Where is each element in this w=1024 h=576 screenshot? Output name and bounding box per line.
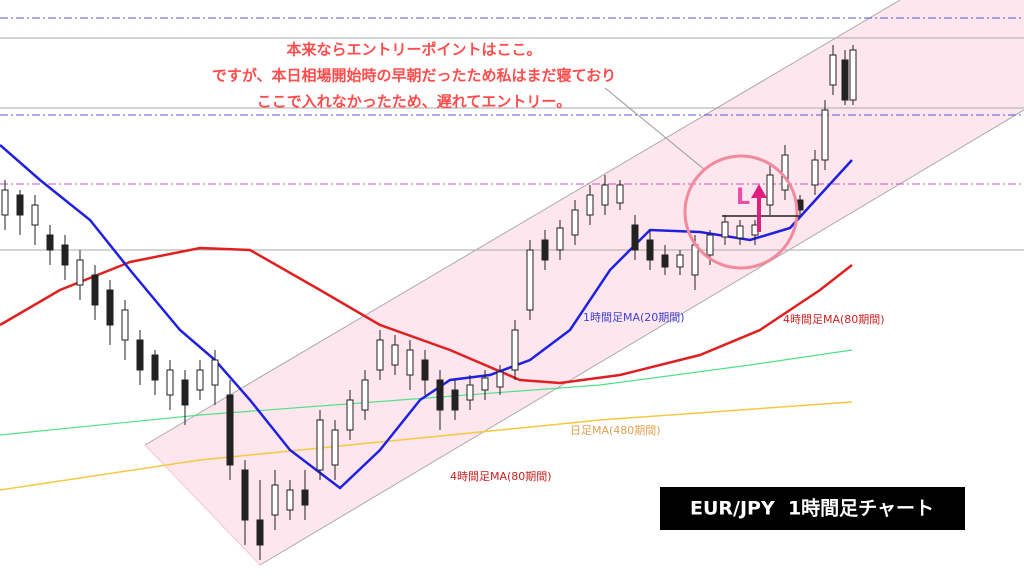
annotation: 本来ならエントリーポイントはここ。 [286, 41, 541, 59]
callout-line [604, 87, 706, 171]
chart-title: EUR/JPY 1時間足チャート [690, 498, 934, 520]
ma-label: 4時間足MA(80期間) [783, 313, 885, 326]
entry-arrowhead [751, 184, 767, 198]
channel [145, 0, 1024, 565]
candle-bodies-down [16, 59, 849, 546]
ma-daily [0, 401, 853, 491]
levels [0, 17, 1024, 251]
channel-upper [144, 0, 901, 446]
entry-label: L [736, 185, 750, 210]
ma-label: 4時間足MA(80期間) [450, 470, 552, 483]
annotation: ここで入れなかったため、遅れてエントリー。 [257, 93, 571, 111]
title-box [660, 487, 965, 530]
highlight-circle [683, 154, 799, 270]
ma-4h [0, 246, 853, 385]
ma-label: 日足MA(480期間) [570, 424, 661, 437]
annotation: ですが、本日相場開始時の早朝だったため私はまだ寝ており [212, 67, 616, 85]
channel-lower [259, 109, 1024, 566]
candle-bodies-up [1, 49, 857, 516]
ma-label: 1時間足MA(20期間) [583, 311, 685, 324]
